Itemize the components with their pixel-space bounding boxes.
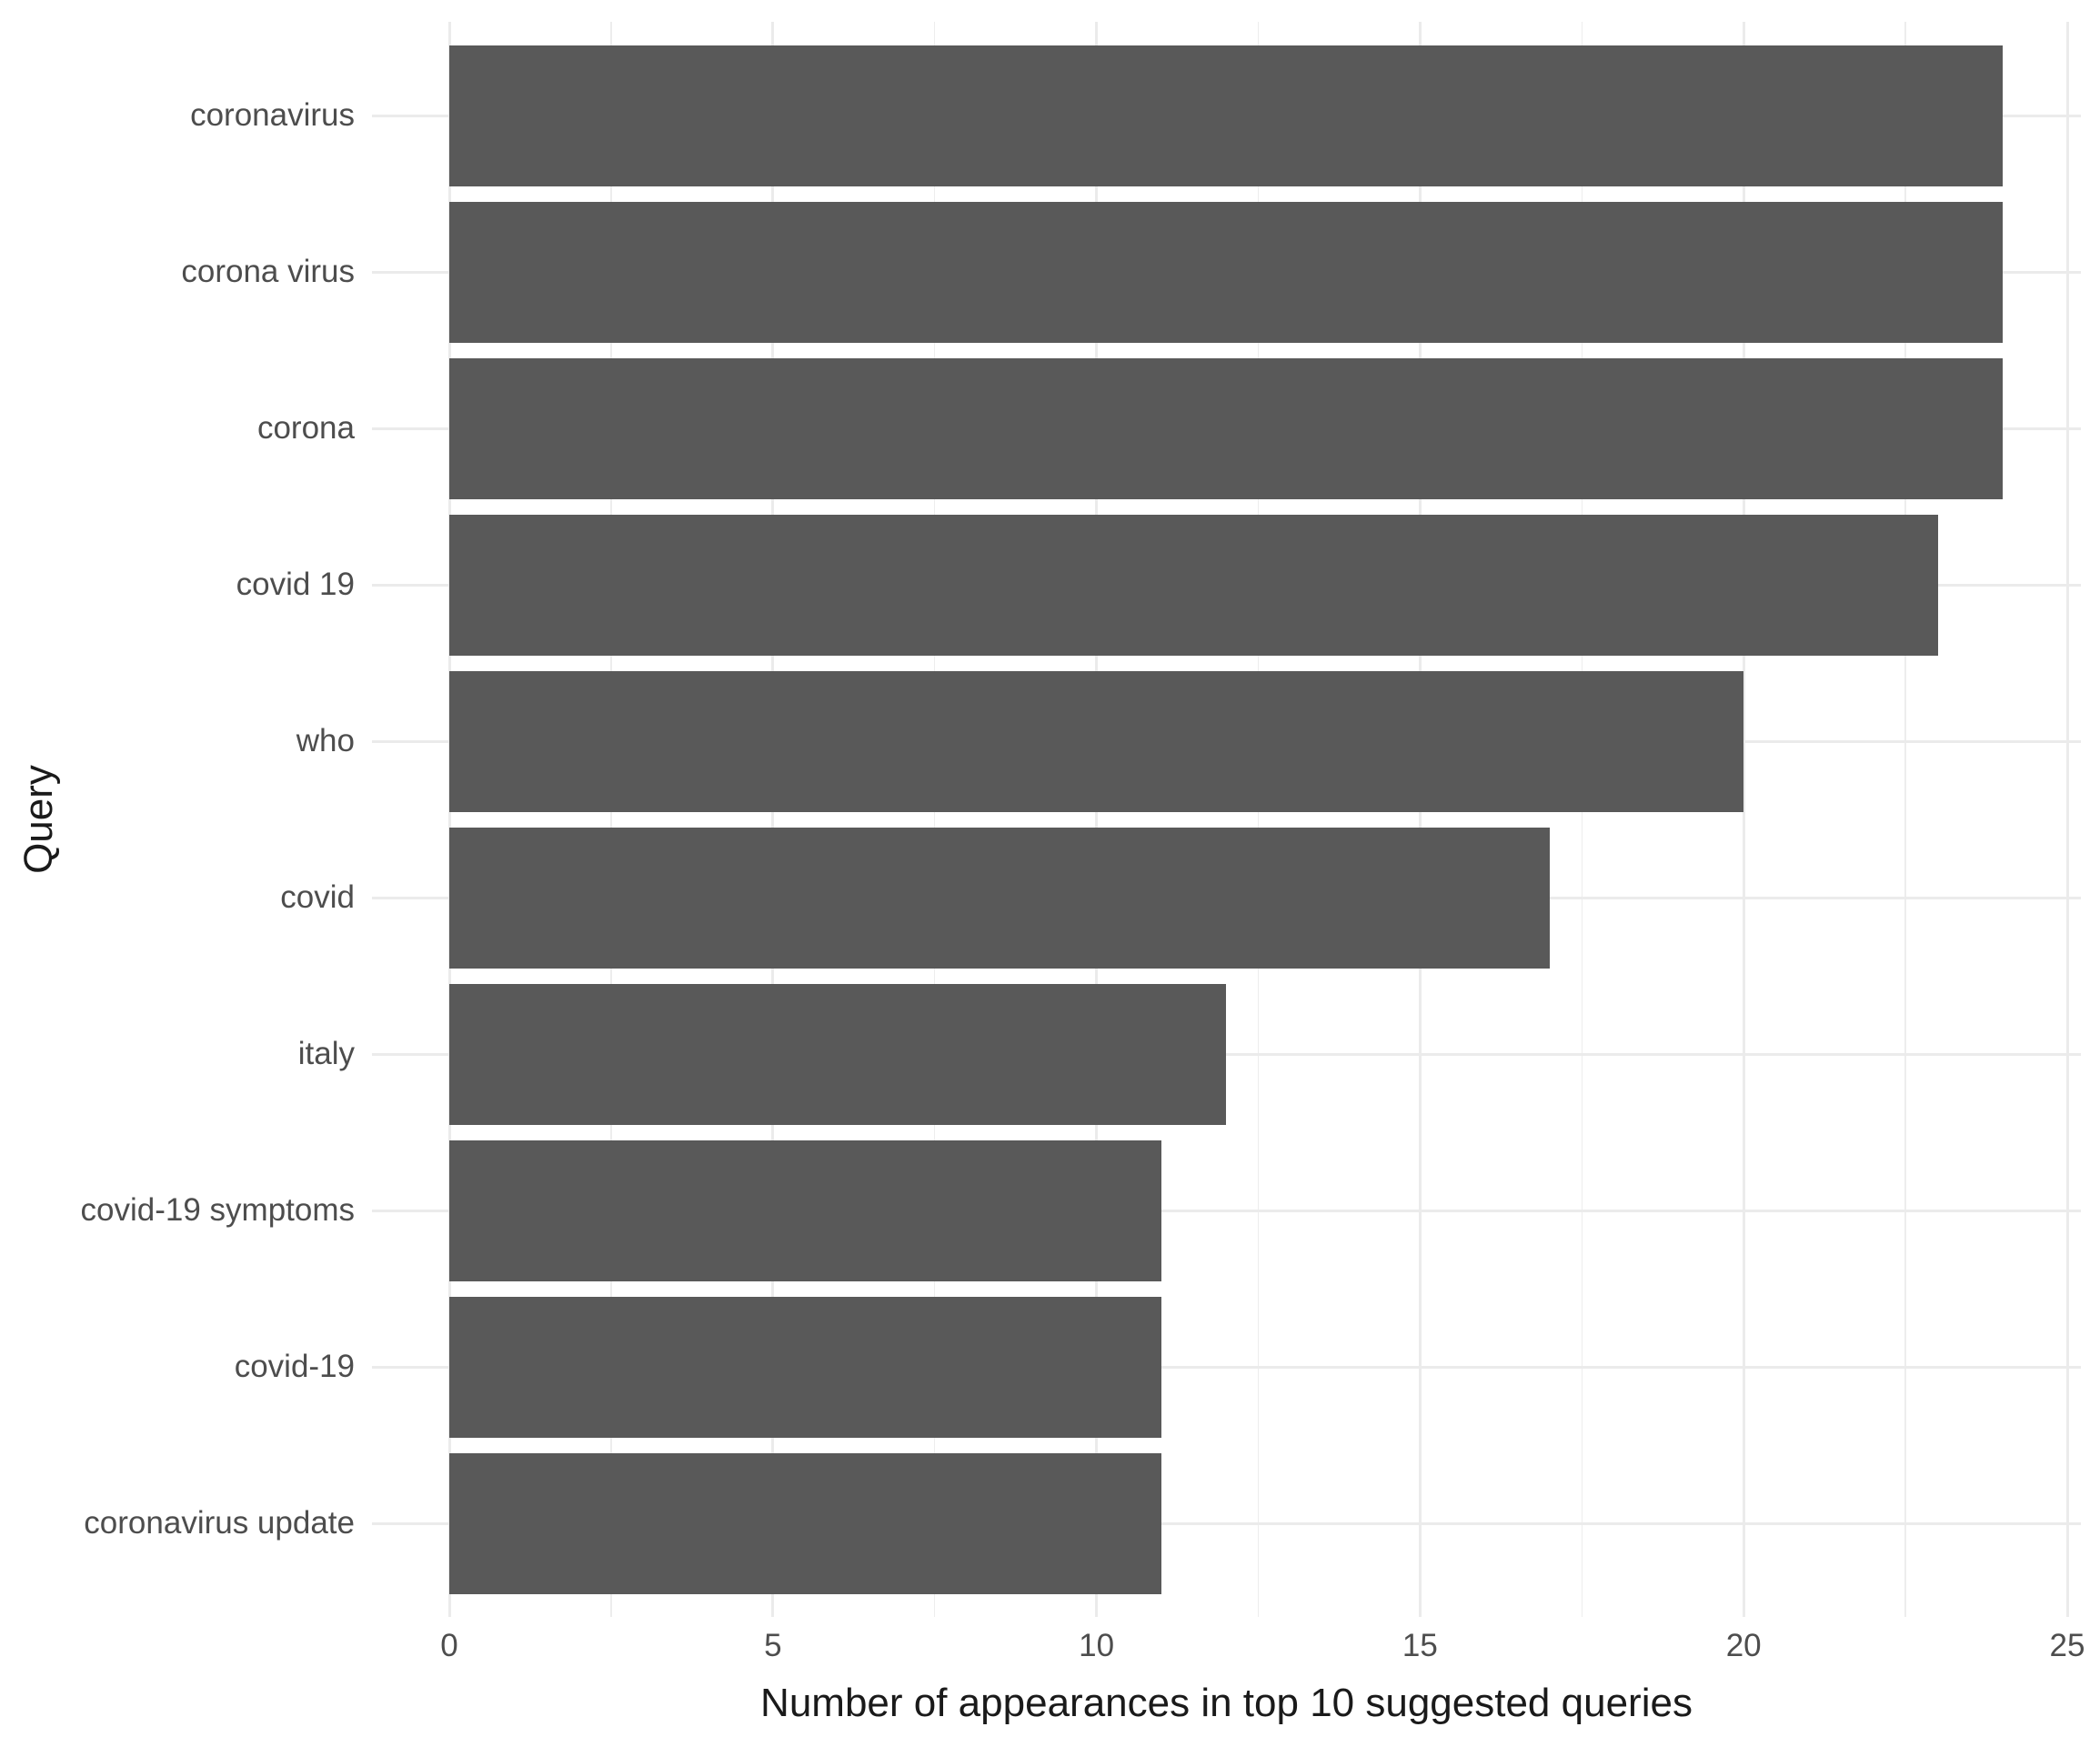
gridline-vertical-minor [1257, 22, 1260, 1617]
gridline-vertical-major [771, 22, 775, 1617]
gridline-vertical-major [447, 22, 451, 1617]
bar-covid-19-symptoms [449, 1140, 1161, 1281]
bar-corona-virus [449, 201, 2003, 343]
gridline-horizontal-major [372, 1365, 2081, 1369]
y-category-label: italy [297, 1036, 355, 1071]
y-category-label: corona virus [181, 254, 355, 289]
bar-covid-19 [449, 514, 1938, 656]
gridline-vertical-major [1418, 22, 1422, 1617]
x-tick-label-0: 0 [440, 1628, 458, 1663]
y-category-label: who [296, 723, 355, 758]
y-category-label: covid 19 [236, 567, 355, 602]
bar-coronavirus [449, 45, 2003, 186]
gridline-vertical-minor [1581, 22, 1583, 1617]
gridline-vertical-major [1742, 22, 1745, 1617]
bar-covid-19 [449, 1296, 1161, 1438]
y-category-label: covid-19 symptoms [80, 1192, 355, 1228]
bar-coronavirus-update [449, 1452, 1161, 1594]
x-tick-label-5: 5 [764, 1628, 782, 1663]
x-axis-title: Number of appearances in top 10 suggeste… [760, 1681, 1693, 1725]
bar-covid [449, 827, 1550, 969]
gridline-vertical-major [1095, 22, 1099, 1617]
y-category-label: covid [280, 879, 355, 915]
x-tick-label-25: 25 [2049, 1628, 2085, 1663]
chart-panel [372, 22, 2081, 1617]
y-category-label: coronavirus update [84, 1505, 355, 1541]
gridline-horizontal-major [372, 1521, 2081, 1525]
x-tick-label-15: 15 [1402, 1628, 1438, 1663]
gridline-vertical-minor [1904, 22, 1906, 1617]
gridline-horizontal-major [372, 1052, 2081, 1056]
y-axis-title: Query [16, 765, 61, 874]
bar-corona [449, 357, 2003, 499]
y-category-label: covid-19 [234, 1349, 355, 1384]
bar-italy [449, 983, 1226, 1125]
gridline-vertical-minor [933, 22, 936, 1617]
bar-who [449, 670, 1744, 812]
x-tick-label-20: 20 [1725, 1628, 1762, 1663]
y-category-label: coronavirus [190, 97, 355, 133]
gridline-horizontal-major [372, 1209, 2081, 1212]
y-category-label: corona [256, 410, 355, 446]
gridline-vertical-major [2065, 22, 2069, 1617]
gridline-vertical-minor [610, 22, 612, 1617]
x-tick-label-10: 10 [1079, 1628, 1115, 1663]
